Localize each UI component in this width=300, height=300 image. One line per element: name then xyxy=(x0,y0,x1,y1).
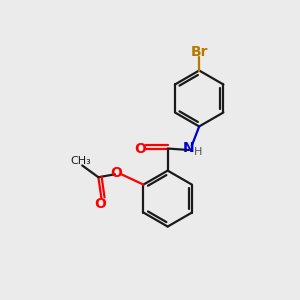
Text: O: O xyxy=(94,197,106,211)
Text: H: H xyxy=(194,147,202,158)
Text: CH₃: CH₃ xyxy=(70,156,91,166)
Text: N: N xyxy=(183,141,195,155)
Text: O: O xyxy=(111,166,123,180)
Text: Br: Br xyxy=(190,45,208,59)
Text: O: O xyxy=(134,142,146,155)
